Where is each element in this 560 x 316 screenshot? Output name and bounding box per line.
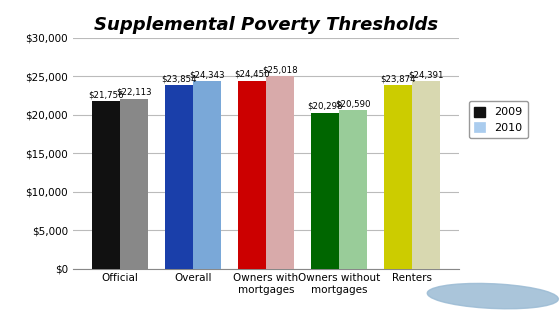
Legend: 2009, 2010: 2009, 2010 <box>469 101 528 138</box>
Bar <box>311 112 339 269</box>
Text: $23,874: $23,874 <box>380 74 416 83</box>
Bar <box>193 82 221 269</box>
Bar <box>120 99 148 269</box>
Text: $23,854: $23,854 <box>161 74 197 83</box>
Text: $21,756: $21,756 <box>88 90 124 100</box>
Bar <box>165 85 193 269</box>
Bar <box>412 81 440 269</box>
Bar <box>266 76 293 269</box>
Text: $22,113: $22,113 <box>116 88 152 97</box>
Bar <box>239 81 266 269</box>
Bar <box>92 101 120 269</box>
Text: $24,450: $24,450 <box>234 70 270 79</box>
Text: $20,590: $20,590 <box>335 99 371 108</box>
Ellipse shape <box>427 283 558 309</box>
Title: Supplemental Poverty Thresholds: Supplemental Poverty Thresholds <box>94 15 438 33</box>
Text: $25,018: $25,018 <box>262 65 298 74</box>
Text: $20,298: $20,298 <box>307 102 343 111</box>
Text: $24,343: $24,343 <box>189 70 225 80</box>
Bar <box>384 85 412 269</box>
Bar <box>339 110 367 269</box>
Text: $24,391: $24,391 <box>408 70 444 79</box>
